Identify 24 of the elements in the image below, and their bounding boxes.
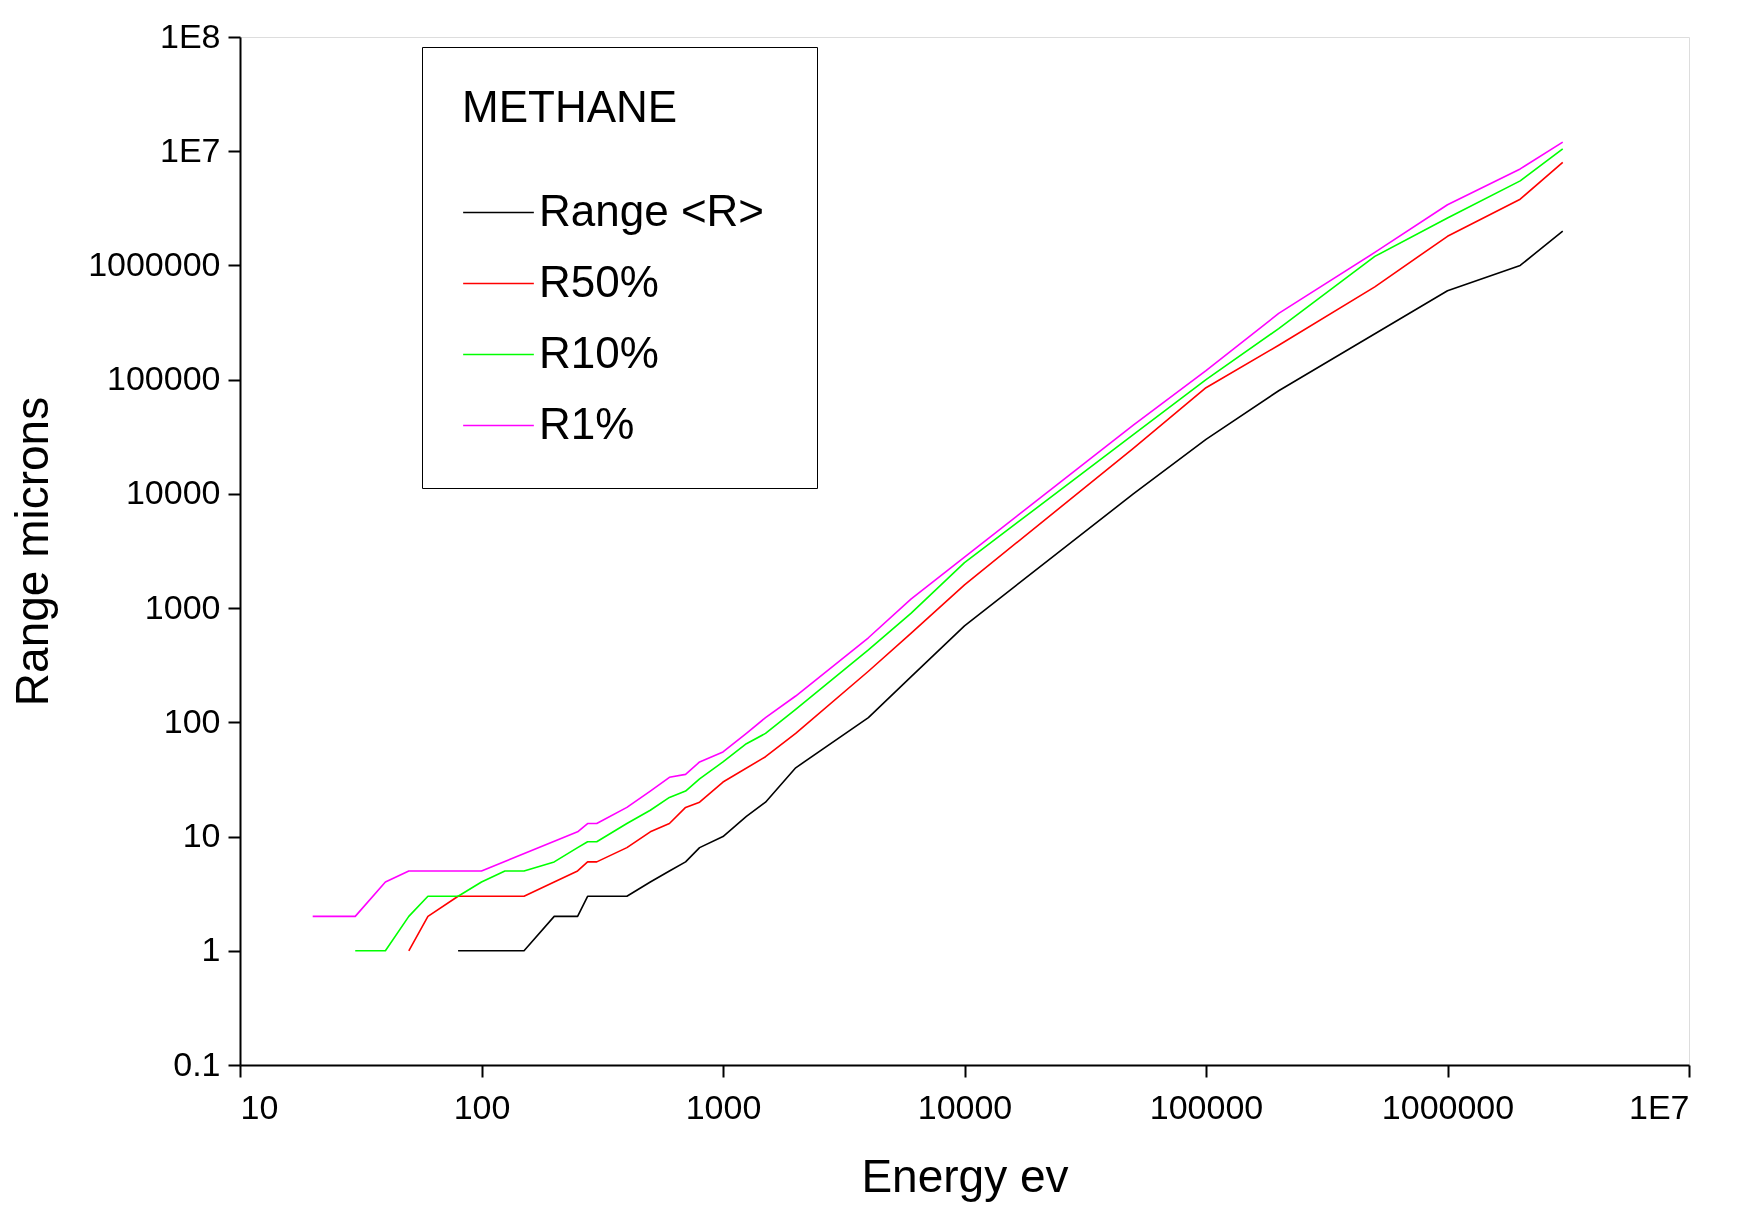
legend-label: Range <R> [539,185,765,235]
x-tick-label: 1E7 [1629,1087,1690,1126]
legend-label: R1% [539,398,635,448]
y-tick-label: 10000 [125,473,221,512]
y-tick-label: 100 [163,701,221,740]
legend-label: R10% [539,327,659,377]
x-axis-title: Energy ev [861,1149,1069,1202]
x-tick-label: 10000 [917,1087,1013,1126]
y-tick-label: 1000000 [88,244,221,283]
x-tick-label: 1000 [685,1087,762,1126]
y-tick-label: 1 [201,930,221,969]
y-tick-label: 1E8 [160,16,221,55]
y-axis-title: Range microns [6,396,59,707]
y-tick-label: 100000 [107,359,221,398]
x-tick-label: 1000000 [1381,1087,1515,1126]
legend-label: R50% [539,256,659,306]
x-tick-label: 100000 [1149,1087,1264,1126]
x-tick-label: 10 [240,1087,279,1126]
y-tick-label: 1E7 [160,130,221,169]
legend-title: METHANE [462,82,678,131]
y-tick-label: 1000 [144,587,221,626]
x-tick-label: 100 [453,1087,511,1126]
y-tick-label: 0.1 [173,1044,221,1083]
y-tick-label: 10 [182,816,221,855]
